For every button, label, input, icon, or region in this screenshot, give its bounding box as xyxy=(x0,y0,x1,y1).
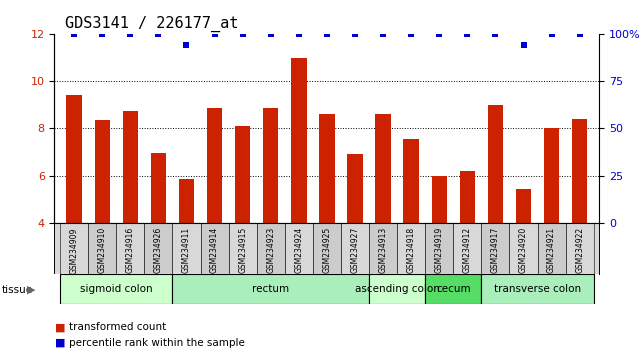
Text: cecum: cecum xyxy=(436,284,470,295)
Bar xyxy=(256,223,285,274)
Bar xyxy=(151,153,166,223)
Text: ▶: ▶ xyxy=(27,285,35,295)
Bar xyxy=(516,189,531,223)
Text: GSM234916: GSM234916 xyxy=(126,227,135,273)
Text: transverse colon: transverse colon xyxy=(494,284,581,295)
Bar xyxy=(544,128,560,223)
Text: GSM234913: GSM234913 xyxy=(379,227,388,273)
Text: GSM234923: GSM234923 xyxy=(266,227,275,273)
Point xyxy=(97,31,107,36)
Text: GSM234924: GSM234924 xyxy=(294,227,303,273)
Text: GSM234920: GSM234920 xyxy=(519,227,528,273)
Text: percentile rank within the sample: percentile rank within the sample xyxy=(69,338,244,348)
Bar xyxy=(67,95,82,223)
Bar xyxy=(460,171,475,223)
Point xyxy=(125,31,135,36)
Text: tissue: tissue xyxy=(1,285,33,295)
Text: GDS3141 / 226177_at: GDS3141 / 226177_at xyxy=(65,16,238,32)
Bar xyxy=(172,274,369,304)
Point xyxy=(153,31,163,36)
Text: GSM234921: GSM234921 xyxy=(547,227,556,273)
Bar xyxy=(572,119,587,223)
Bar xyxy=(425,223,453,274)
Text: GSM234912: GSM234912 xyxy=(463,227,472,273)
Text: GSM234919: GSM234919 xyxy=(435,227,444,273)
Point xyxy=(490,31,501,36)
Point xyxy=(434,31,444,36)
Bar xyxy=(207,108,222,223)
Bar xyxy=(313,223,341,274)
Bar xyxy=(60,223,88,274)
Bar xyxy=(347,154,363,223)
Text: sigmoid colon: sigmoid colon xyxy=(80,284,153,295)
Bar xyxy=(88,223,116,274)
Bar xyxy=(235,126,251,223)
Bar xyxy=(425,274,481,304)
Point xyxy=(462,31,472,36)
Point xyxy=(519,42,529,48)
Bar xyxy=(172,223,201,274)
Text: ■: ■ xyxy=(54,322,65,332)
Bar xyxy=(510,223,538,274)
Point xyxy=(238,31,248,36)
Text: ■: ■ xyxy=(54,338,65,348)
Text: GSM234917: GSM234917 xyxy=(491,227,500,273)
Point xyxy=(69,31,79,36)
Point xyxy=(181,42,192,48)
Text: GSM234925: GSM234925 xyxy=(322,227,331,273)
Text: GSM234922: GSM234922 xyxy=(575,227,584,273)
Bar xyxy=(229,223,256,274)
Text: rectum: rectum xyxy=(252,284,289,295)
Text: GSM234909: GSM234909 xyxy=(70,227,79,274)
Bar xyxy=(538,223,565,274)
Point xyxy=(406,31,416,36)
Point xyxy=(350,31,360,36)
Text: transformed count: transformed count xyxy=(69,322,166,332)
Bar xyxy=(565,223,594,274)
Bar xyxy=(60,274,172,304)
Bar xyxy=(319,114,335,223)
Bar xyxy=(263,108,278,223)
Bar xyxy=(453,223,481,274)
Bar xyxy=(481,223,510,274)
Text: GSM234915: GSM234915 xyxy=(238,227,247,273)
Point xyxy=(378,31,388,36)
Bar xyxy=(397,223,425,274)
Bar xyxy=(116,223,144,274)
Bar xyxy=(488,105,503,223)
Text: GSM234926: GSM234926 xyxy=(154,227,163,273)
Bar xyxy=(179,179,194,223)
Bar xyxy=(341,223,369,274)
Text: GSM234911: GSM234911 xyxy=(182,227,191,273)
Bar xyxy=(403,139,419,223)
Point xyxy=(210,31,220,36)
Bar xyxy=(94,120,110,223)
Bar xyxy=(376,114,391,223)
Text: GSM234910: GSM234910 xyxy=(97,227,107,273)
Bar xyxy=(291,58,306,223)
Bar xyxy=(431,176,447,223)
Point xyxy=(322,31,332,36)
Text: ascending colon: ascending colon xyxy=(354,284,440,295)
Bar xyxy=(369,223,397,274)
Bar xyxy=(285,223,313,274)
Point xyxy=(574,31,585,36)
Bar xyxy=(144,223,172,274)
Bar xyxy=(369,274,425,304)
Bar xyxy=(481,274,594,304)
Point xyxy=(294,31,304,36)
Bar xyxy=(122,110,138,223)
Text: GSM234914: GSM234914 xyxy=(210,227,219,273)
Point xyxy=(265,31,276,36)
Text: GSM234927: GSM234927 xyxy=(351,227,360,273)
Point xyxy=(547,31,557,36)
Bar xyxy=(201,223,229,274)
Text: GSM234918: GSM234918 xyxy=(406,227,415,273)
